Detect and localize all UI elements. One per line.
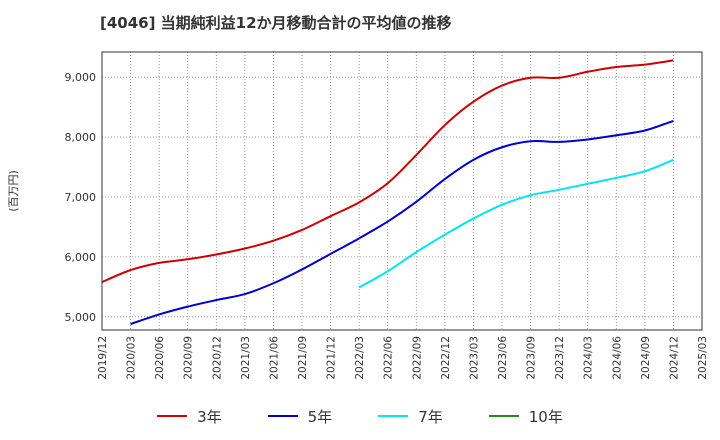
x-tick-label: 2022/06 bbox=[383, 336, 395, 380]
y-tick-label: 9,000 bbox=[65, 71, 97, 84]
legend-item: 10年 bbox=[488, 406, 563, 427]
x-tick-label: 2023/12 bbox=[554, 336, 566, 380]
x-tick-label: 2025/03 bbox=[697, 336, 709, 380]
x-tick-label: 2020/09 bbox=[183, 336, 195, 380]
x-tick-label: 2020/06 bbox=[154, 336, 166, 380]
x-tick-label: 2022/12 bbox=[440, 336, 452, 380]
legend-label: 10年 bbox=[528, 407, 563, 426]
x-tick-label: 2022/03 bbox=[354, 336, 366, 380]
x-tick-label: 2020/12 bbox=[211, 336, 223, 380]
x-tick-label: 2021/03 bbox=[240, 336, 252, 380]
x-axis-ticks: 2019/12 2020/03 2020/06 2020/09 2020/12 2021/… bbox=[97, 336, 709, 380]
x-tick-label: 2023/06 bbox=[497, 336, 509, 380]
legend: 3年 5年 7年 10年 bbox=[0, 404, 720, 428]
x-tick-label: 2021/09 bbox=[297, 336, 309, 380]
legend-swatch bbox=[378, 415, 409, 417]
x-tick-label: 2023/09 bbox=[526, 336, 538, 380]
x-tick-label: 2021/12 bbox=[326, 336, 338, 380]
x-tick-label: 2024/06 bbox=[611, 336, 623, 380]
legend-item: 5年 bbox=[267, 406, 333, 427]
y-tick-label: 7,000 bbox=[65, 191, 97, 204]
legend-label: 5年 bbox=[307, 407, 333, 426]
legend-item: 3年 bbox=[157, 406, 222, 427]
x-tick-label: 2024/12 bbox=[668, 336, 680, 380]
x-tick-label: 2022/09 bbox=[411, 336, 423, 380]
line-chart: 5,000 6,000 7,000 8,000 9,000 2019/12 2020/03… bbox=[7, 51, 709, 380]
legend-label: 7年 bbox=[418, 407, 443, 426]
y-axis-label: (百万円) bbox=[7, 170, 20, 212]
chart-title: [4046] 当期純利益12か月移動合計の平均値の推移 bbox=[100, 14, 452, 32]
y-tick-label: 6,000 bbox=[65, 251, 97, 264]
legend-item: 7年 bbox=[378, 406, 443, 427]
legend-swatch bbox=[488, 415, 519, 417]
x-tick-label: 2020/03 bbox=[126, 336, 138, 380]
x-tick-label: 2019/12 bbox=[97, 336, 109, 380]
series-line-1 bbox=[101, 59, 674, 283]
plot-frame bbox=[101, 51, 703, 331]
legend-swatch bbox=[267, 415, 298, 417]
x-tick-label: 2021/06 bbox=[268, 336, 280, 380]
x-tick-label: 2024/03 bbox=[583, 336, 595, 380]
legend-swatch bbox=[157, 415, 188, 417]
grid-lines bbox=[102, 52, 702, 330]
legend-label: 3年 bbox=[197, 407, 222, 426]
series-line-3 bbox=[358, 158, 674, 289]
series-lines bbox=[101, 59, 674, 325]
series-line-2 bbox=[130, 119, 674, 325]
x-tick-label: 2024/09 bbox=[640, 336, 652, 380]
y-tick-label: 5,000 bbox=[65, 311, 97, 324]
y-axis-ticks: 5,000 6,000 7,000 8,000 9,000 bbox=[65, 71, 97, 324]
y-tick-label: 8,000 bbox=[65, 131, 97, 144]
x-tick-label: 2023/03 bbox=[468, 336, 480, 380]
